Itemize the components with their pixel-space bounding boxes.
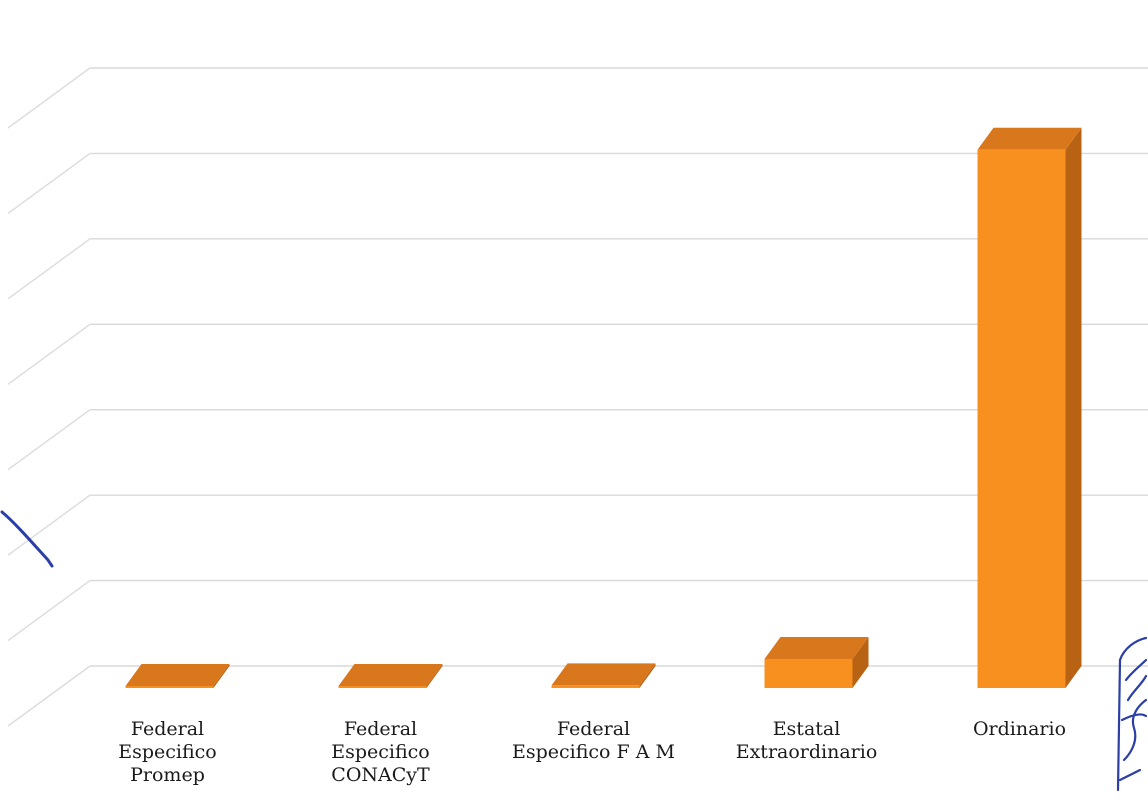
bar-top-face [977, 127, 1082, 150]
gridline-wall-segment [7, 323, 91, 385]
bar-side-face [852, 636, 869, 688]
gridline-wall-segment [7, 238, 91, 300]
gridline-wall-segment [7, 67, 91, 129]
pen-stroke-mark [0, 510, 54, 568]
gridlines [7, 67, 1148, 727]
bar [764, 636, 869, 688]
bar [338, 664, 443, 688]
bar-top-face [338, 664, 443, 686]
category-label: Federal Especifico F A M [512, 718, 675, 763]
bar [977, 127, 1082, 689]
bar-front-face [125, 686, 214, 688]
bar-side-face [426, 664, 443, 688]
bar-side-face [213, 664, 230, 688]
annotations [0, 510, 1148, 792]
gridline-wall-segment [7, 494, 91, 556]
gridline-wall-segment [7, 152, 91, 214]
bar-side-face [639, 663, 656, 688]
bar [125, 664, 230, 688]
bar-side-face [1065, 127, 1082, 689]
bar-top-face [764, 636, 869, 659]
bar-top-face [125, 664, 230, 686]
gridline-wall-segment [7, 409, 91, 471]
signature-image [1116, 636, 1148, 792]
bar-front-face [338, 686, 427, 688]
category-label: Federal Especifico CONACyT [331, 718, 430, 786]
bar [551, 663, 656, 688]
bar-front-face [551, 685, 640, 688]
bar-top-face [551, 663, 656, 686]
bar-front-face [764, 658, 853, 688]
category-label: Federal Especifico Promep [118, 718, 217, 786]
gridline-wall-segment [7, 665, 91, 727]
bar-front-face [977, 149, 1066, 689]
gridline-wall-segment [7, 580, 91, 642]
category-label: Ordinario [972, 718, 1067, 740]
bars [125, 127, 1082, 689]
category-label: Estatal Extraordinario [735, 718, 878, 763]
